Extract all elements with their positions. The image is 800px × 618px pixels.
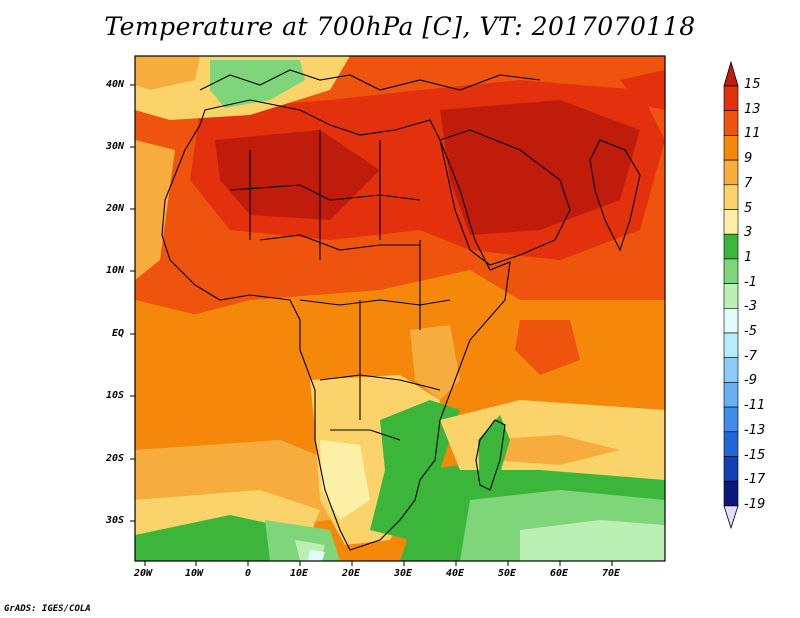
chart-title: Temperature at 700hPa [C], VT: 201707011… bbox=[104, 12, 696, 41]
colorbar-label: 9 bbox=[744, 151, 753, 167]
colorbar-swatch bbox=[723, 431, 739, 457]
colorbar-label: -9 bbox=[744, 373, 757, 389]
axis-ticks bbox=[130, 84, 613, 566]
colorbar-label: -5 bbox=[744, 324, 757, 339]
colorbar-swatch bbox=[723, 332, 739, 359]
colorbar-swatch bbox=[723, 258, 739, 284]
colorbar-label: -17 bbox=[744, 472, 766, 488]
lat-label: 20N bbox=[106, 203, 125, 214]
colorbar-label: 5 bbox=[744, 200, 753, 216]
lon-label: 50E bbox=[498, 568, 517, 579]
map-frame bbox=[134, 55, 666, 562]
lon-label: 60E bbox=[550, 568, 569, 579]
colorbar-label: -13 bbox=[744, 422, 766, 438]
colorbar-label: 7 bbox=[744, 175, 753, 191]
lon-label: 20W bbox=[134, 568, 153, 579]
temperature-field bbox=[135, 56, 665, 561]
colorbar-label: -11 bbox=[744, 398, 766, 414]
colorbar-swatch bbox=[723, 209, 739, 235]
lon-label: 10E bbox=[290, 568, 309, 579]
colorbar-label: -19 bbox=[744, 496, 766, 512]
lat-label: 10N bbox=[106, 265, 125, 276]
colorbar-swatch bbox=[723, 456, 739, 482]
colorbar-label: 15 bbox=[744, 77, 761, 92]
lon-label: 70E bbox=[602, 568, 621, 579]
colorbar-label: 13 bbox=[744, 101, 761, 117]
lon-label: 10W bbox=[185, 568, 204, 579]
colorbar-swatch bbox=[723, 406, 739, 433]
lat-label: 30S bbox=[106, 515, 125, 526]
lat-label: 40N bbox=[106, 79, 125, 90]
lon-label: 0 bbox=[245, 568, 252, 579]
colorbar-label: -3 bbox=[744, 299, 757, 315]
colorbar-swatch bbox=[723, 85, 739, 112]
colorbar-swatch bbox=[723, 110, 739, 136]
colorbar-label: 11 bbox=[744, 126, 761, 142]
lon-label: 40E bbox=[446, 568, 465, 579]
lon-label: 20E bbox=[342, 568, 361, 579]
colorbar-label: 3 bbox=[744, 225, 753, 241]
colorbar-label: -1 bbox=[744, 274, 757, 290]
colorbar-swatch bbox=[723, 233, 739, 260]
lon-label: 30E bbox=[394, 568, 413, 579]
colorbar-swatch bbox=[723, 159, 739, 186]
colorbar-swatch bbox=[723, 283, 739, 309]
colorbar-swatch bbox=[723, 480, 739, 507]
credit-text: GrADS: IGES/COLA bbox=[4, 604, 91, 614]
colorbar bbox=[723, 60, 739, 530]
colorbar-label: -7 bbox=[744, 348, 757, 364]
colorbar-label: -15 bbox=[744, 447, 766, 463]
colorbar-swatch bbox=[723, 382, 739, 408]
lat-label: EQ bbox=[112, 328, 125, 339]
coastlines bbox=[161, 69, 641, 551]
lat-label: 20S bbox=[106, 453, 125, 464]
lat-label: 30N bbox=[106, 141, 125, 152]
colorbar-swatch bbox=[723, 135, 739, 161]
colorbar-swatch bbox=[723, 307, 739, 334]
lat-label: 10S bbox=[106, 390, 125, 401]
colorbar-swatch bbox=[723, 357, 739, 383]
colorbar-label: 1 bbox=[744, 249, 753, 265]
colorbar-bottom-arrow bbox=[723, 505, 739, 530]
colorbar-top-arrow bbox=[723, 60, 739, 87]
colorbar-swatch bbox=[723, 184, 739, 210]
